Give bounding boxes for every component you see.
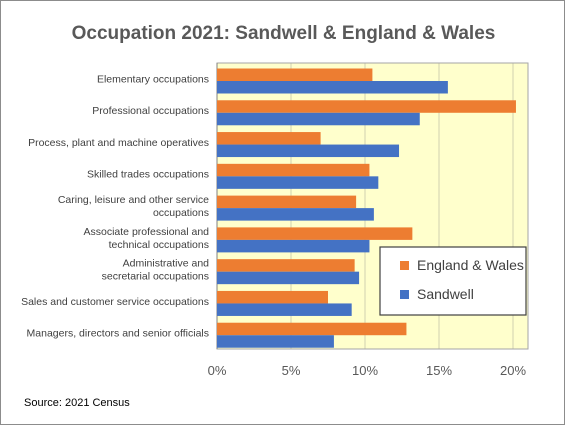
bar [217,81,448,94]
bar [217,290,328,304]
category-label: Associate professional and [84,226,210,238]
x-tick-label: 10% [352,363,378,378]
bar [217,259,355,272]
legend-swatch [400,261,409,270]
chart-title: Occupation 2021: Sandwell & England & Wa… [71,23,496,44]
bar [217,112,420,126]
category-label: secretarial occupations [102,271,209,283]
category-label: Managers, directors and senior officials [27,328,209,340]
bar [217,163,370,177]
category-label: Skilled trades occupations [87,169,209,181]
bar [217,100,516,113]
x-tick-label: 5% [282,363,301,378]
category-label: Professional occupations [92,105,209,117]
bar [217,144,400,158]
category-label: technical occupations [109,239,209,251]
bar [217,68,373,81]
category-label: Caring, leisure and other service [58,194,209,206]
legend-label: England & Wales [417,257,524,273]
legend [379,246,527,316]
bar [217,176,379,189]
x-tick-label: 15% [426,363,452,378]
category-label: occupations [153,207,209,219]
legend-swatch [400,290,409,299]
bar [217,227,413,240]
bar [217,195,357,209]
bar [217,322,407,336]
legend-label: Sandwell [417,286,474,302]
bar [217,271,360,285]
bar [217,239,370,253]
bar [217,208,374,221]
source-note: Source: 2021 Census [24,397,130,409]
category-label: Sales and customer service occupations [21,296,209,308]
bar [217,132,321,145]
bar [217,335,334,348]
category-label: Process, plant and machine operatives [28,137,209,149]
bar [217,303,352,316]
x-tick-label: 20% [500,363,526,378]
x-tick-label: 0% [208,363,227,378]
category-label: Elementary occupations [97,73,209,85]
category-label: Administrative and [123,258,210,270]
